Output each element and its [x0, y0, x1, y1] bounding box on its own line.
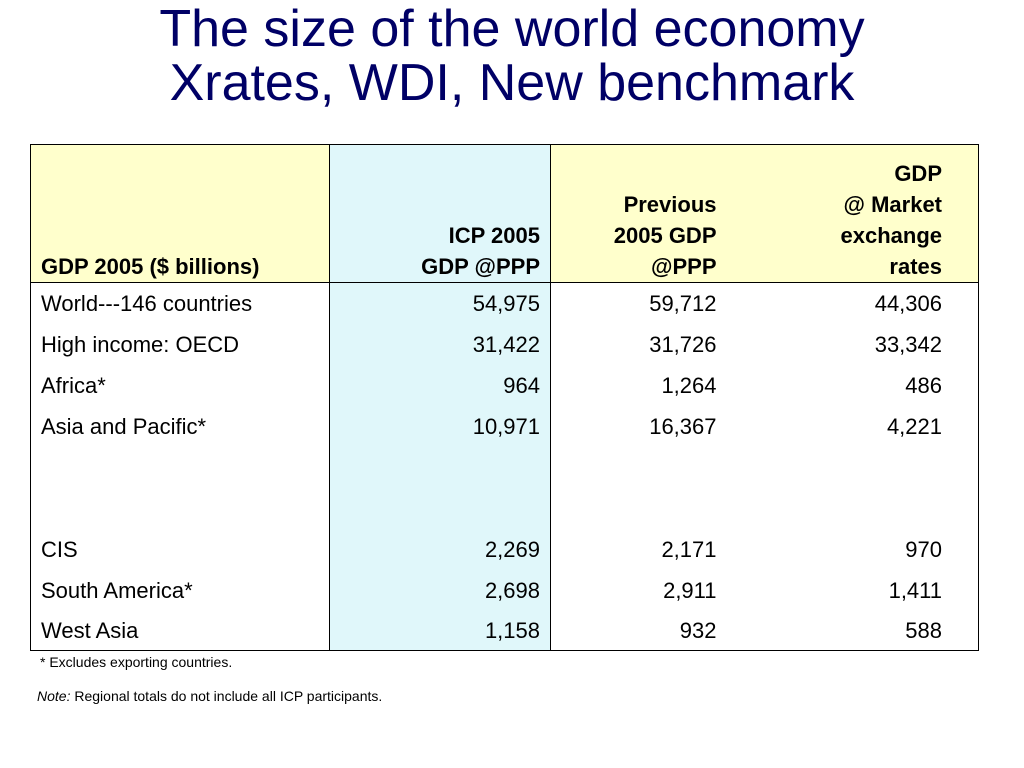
market-cell: 33,342	[738, 324, 979, 365]
table-row: High income: OECD 31,422 31,726 33,342	[30, 324, 979, 365]
region-cell: Africa*	[30, 365, 330, 406]
table-row: South America* 2,698 2,911 1,411	[30, 570, 979, 611]
icp-cell: 31,422	[329, 324, 551, 365]
previous-cell: 1,264	[550, 365, 739, 406]
header-region: GDP 2005 ($ billions)	[30, 144, 330, 283]
previous-cell: 16,367	[550, 406, 739, 447]
table-row: Africa* 964 1,264 486	[30, 365, 979, 406]
header-icp: ICP 2005 GDP @PPP	[329, 144, 551, 283]
icp-cell: 10,971	[329, 406, 551, 447]
table-row: CIS 2,269 2,171 970	[30, 529, 979, 570]
region-cell: Asia and Pacific*	[30, 406, 330, 447]
table-row: World---146 countries 54,975 59,712 44,3…	[30, 282, 979, 324]
slide-title: The size of the world economy Xrates, WD…	[0, 2, 1024, 110]
header-line: @PPP	[651, 254, 717, 279]
note: Note: Regional totals do not include all…	[37, 687, 382, 705]
title-line-1: The size of the world economy	[159, 0, 865, 58]
header-line: GDP @PPP	[421, 254, 540, 279]
table-row: West Asia 1,158 932 588	[30, 611, 979, 651]
header-line: GDP	[894, 161, 942, 186]
header-line: 2005 GDP	[613, 223, 717, 248]
blank-cell	[329, 447, 551, 529]
icp-cell: 2,269	[329, 529, 551, 570]
previous-cell: 932	[550, 611, 739, 651]
footnote: * Excludes exporting countries.	[40, 654, 233, 670]
blank-cell	[550, 447, 739, 529]
icp-cell: 54,975	[329, 282, 551, 324]
region-cell: West Asia	[30, 611, 330, 651]
header-line: rates	[889, 254, 942, 279]
header-previous: Previous 2005 GDP @PPP	[550, 144, 739, 283]
header-line: @ Market	[843, 192, 942, 217]
blank-cell	[30, 447, 330, 529]
header-line: exchange	[840, 223, 943, 248]
header-line: Previous	[623, 192, 717, 217]
previous-cell: 59,712	[550, 282, 739, 324]
region-cell: CIS	[30, 529, 330, 570]
market-cell: 4,221	[738, 406, 979, 447]
header-line: ICP 2005	[448, 223, 540, 248]
market-cell: 44,306	[738, 282, 979, 324]
market-cell: 588	[738, 611, 979, 651]
icp-cell: 964	[329, 365, 551, 406]
header-line: GDP 2005 ($ billions)	[41, 254, 260, 279]
note-label: Note:	[37, 688, 71, 704]
previous-cell: 31,726	[550, 324, 739, 365]
header-market: GDP @ Market exchange rates	[738, 144, 979, 283]
region-cell: World---146 countries	[30, 282, 330, 324]
market-cell: 1,411	[738, 570, 979, 611]
previous-cell: 2,171	[550, 529, 739, 570]
icp-cell: 2,698	[329, 570, 551, 611]
header-row: GDP 2005 ($ billions) ICP 2005 GDP @PPP …	[30, 144, 979, 283]
market-cell: 486	[738, 365, 979, 406]
note-text: Regional totals do not include all ICP p…	[70, 688, 383, 704]
blank-cell	[738, 447, 979, 529]
blank-row	[30, 447, 979, 529]
market-cell: 970	[738, 529, 979, 570]
title-line-2: Xrates, WDI, New benchmark	[169, 54, 855, 112]
region-cell: South America*	[30, 570, 330, 611]
region-cell: High income: OECD	[30, 324, 330, 365]
previous-cell: 2,911	[550, 570, 739, 611]
icp-cell: 1,158	[329, 611, 551, 651]
gdp-table: GDP 2005 ($ billions) ICP 2005 GDP @PPP …	[30, 144, 979, 651]
table-row: Asia and Pacific* 10,971 16,367 4,221	[30, 406, 979, 447]
